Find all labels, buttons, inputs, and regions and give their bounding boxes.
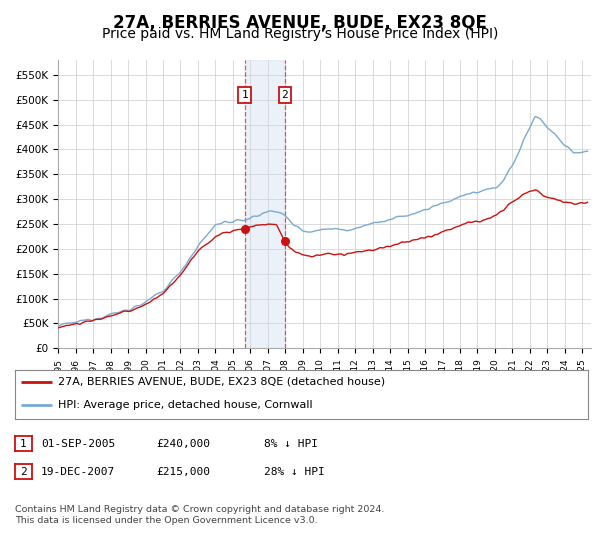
Text: Price paid vs. HM Land Registry's House Price Index (HPI): Price paid vs. HM Land Registry's House … [102,27,498,41]
Text: 28% ↓ HPI: 28% ↓ HPI [264,466,325,477]
Text: 2: 2 [20,466,27,477]
Text: 1: 1 [241,90,248,100]
Text: 2: 2 [281,90,288,100]
Bar [245,60,285,348]
Text: 8% ↓ HPI: 8% ↓ HPI [264,438,318,449]
Text: 27A, BERRIES AVENUE, BUDE, EX23 8QE: 27A, BERRIES AVENUE, BUDE, EX23 8QE [113,14,487,32]
Text: Contains HM Land Registry data © Crown copyright and database right 2024.
This d: Contains HM Land Registry data © Crown c… [15,505,385,525]
Text: £240,000: £240,000 [156,438,210,449]
Text: HPI: Average price, detached house, Cornwall: HPI: Average price, detached house, Corn… [58,400,313,410]
Text: £215,000: £215,000 [156,466,210,477]
Text: 1: 1 [20,438,27,449]
Text: 01-SEP-2005: 01-SEP-2005 [41,438,115,449]
Text: 27A, BERRIES AVENUE, BUDE, EX23 8QE (detached house): 27A, BERRIES AVENUE, BUDE, EX23 8QE (det… [58,377,385,387]
Text: 19-DEC-2007: 19-DEC-2007 [41,466,115,477]
